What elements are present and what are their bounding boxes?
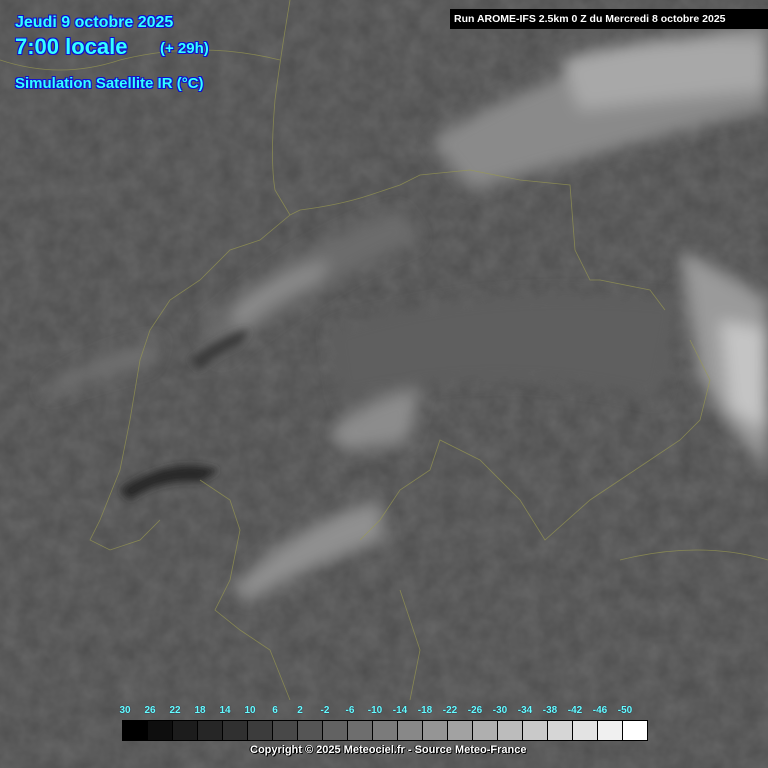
legend-label: 2: [297, 705, 303, 716]
legend-swatch: [248, 721, 273, 740]
legend-labels: 30 26 22 18 14 10 6 2 -2 -6 -10 -14 -18 -22 -26 -30 -34-…: [110, 705, 650, 719]
legend-label: 14: [219, 705, 231, 716]
legend-swatch: [573, 721, 598, 740]
legend-label: -26: [467, 705, 483, 716]
legend-swatch: [348, 721, 373, 740]
legend-swatch: [123, 721, 148, 740]
legend-swatch: [223, 721, 248, 740]
dark-lakes: [120, 330, 250, 500]
legend-swatch: [298, 721, 323, 740]
legend-swatch: [498, 721, 523, 740]
legend-label: -34: [517, 705, 533, 716]
forecast-date: Jeudi 9 octobre 2025: [15, 14, 174, 31]
model-run-label: Run AROME-IFS 2.5km 0 Z du Mercredi 8 oc…: [450, 9, 768, 29]
legend-label: -14: [392, 705, 408, 716]
cloud-field: [40, 20, 768, 600]
legend-swatch: [473, 721, 498, 740]
legend-swatch: [548, 721, 573, 740]
legend-swatch: [173, 721, 198, 740]
country-borders: [0, 0, 768, 701]
legend-label: 30: [119, 705, 131, 716]
legend-swatch: [198, 721, 223, 740]
legend-label: 6: [272, 705, 278, 716]
color-scale-legend: [122, 720, 648, 741]
legend-label: 26: [144, 705, 156, 716]
legend-swatch: [148, 721, 173, 740]
legend-label: 22: [169, 705, 181, 716]
legend-swatch: [523, 721, 548, 740]
legend-label: -46: [592, 705, 608, 716]
copyright: Copyright © 2025 Meteociel.fr - Source M…: [250, 744, 527, 756]
legend-label: 18: [194, 705, 206, 716]
forecast-time: 7:00 locale: [15, 34, 128, 59]
legend-label: -18: [417, 705, 433, 716]
legend-swatch: [448, 721, 473, 740]
legend-label: -38: [542, 705, 558, 716]
legend-swatch: [398, 721, 423, 740]
product-title: Simulation Satellite IR (°C): [15, 75, 204, 92]
legend-label: -10: [367, 705, 383, 716]
legend-label: -30: [492, 705, 508, 716]
legend-swatch: [423, 721, 448, 740]
legend-label: -22: [442, 705, 458, 716]
legend-swatch: [623, 721, 647, 740]
legend-label: -2: [320, 705, 330, 716]
legend-label: -42: [567, 705, 583, 716]
legend-swatch: [373, 721, 398, 740]
legend-label: 10: [244, 705, 256, 716]
legend-swatch: [598, 721, 623, 740]
legend-label: -50: [617, 705, 633, 716]
forecast-lead-time: (+ 29h): [160, 40, 209, 57]
legend-swatch: [273, 721, 298, 740]
legend-swatch: [323, 721, 348, 740]
legend-label: -6: [345, 705, 355, 716]
